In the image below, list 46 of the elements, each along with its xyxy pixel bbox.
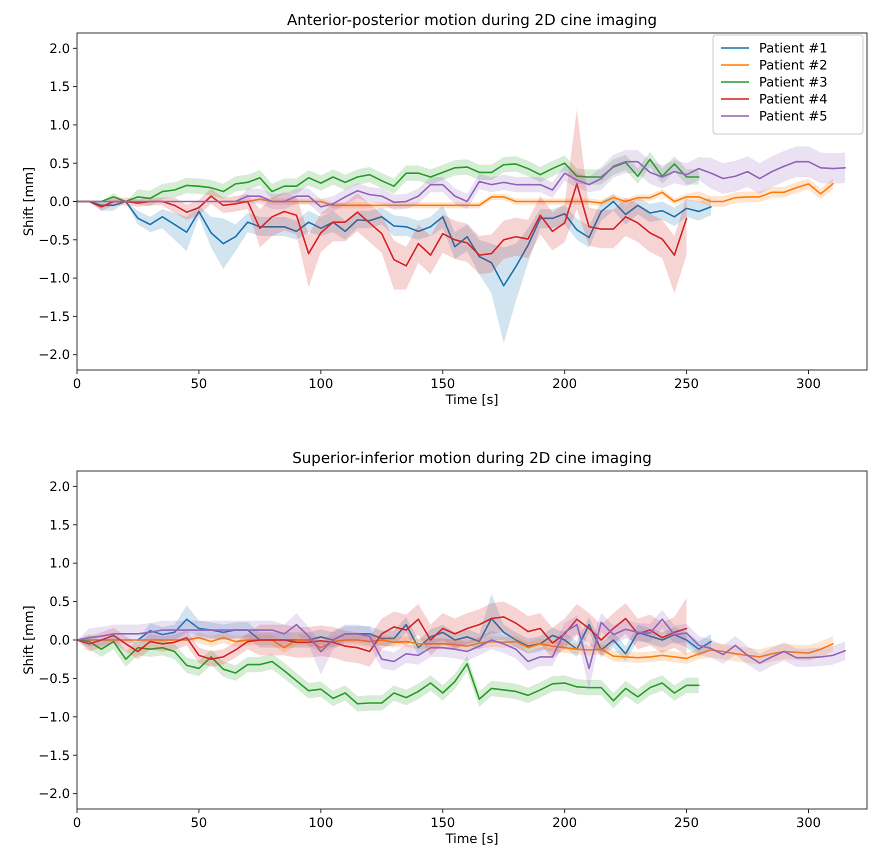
line-series xyxy=(77,616,688,660)
y-tick-label: 2.0 xyxy=(49,42,70,57)
legend-label: Patient #5 xyxy=(759,110,828,125)
y-tick-label: −0.5 xyxy=(38,672,70,687)
x-tick-label: 300 xyxy=(796,377,821,392)
chart-title: Anterior-posterior motion during 2D cine imaging xyxy=(287,11,657,29)
y-tick-label: 2.0 xyxy=(49,480,70,495)
x-axis-title: Time [s] xyxy=(444,393,498,408)
x-tick-label: 200 xyxy=(552,816,578,831)
y-tick-label: 0.5 xyxy=(49,595,70,610)
legend-label: Patient #1 xyxy=(759,42,828,57)
x-tick-label: 0 xyxy=(72,377,82,392)
y-tick-label: −1.5 xyxy=(38,748,70,764)
x-tick-label: 150 xyxy=(430,816,456,831)
y-tick-label: 0.0 xyxy=(49,195,70,210)
x-tick-label: 250 xyxy=(674,816,699,831)
y-axis-title: Shift [mm] xyxy=(22,166,37,236)
x-tick-label: 50 xyxy=(190,377,208,392)
y-tick-label: 1.5 xyxy=(49,80,70,96)
y-tick-label: 1.0 xyxy=(49,556,70,572)
y-tick-label: 0.5 xyxy=(49,156,70,172)
x-tick-label: 100 xyxy=(308,816,334,831)
y-tick-label: 1.0 xyxy=(49,118,70,134)
y-tick-label: −0.5 xyxy=(38,233,70,248)
x-tick-label: 300 xyxy=(796,816,821,831)
legend-label: Patient #2 xyxy=(759,58,828,74)
x-tick-label: 200 xyxy=(552,377,578,392)
y-tick-label: −1.0 xyxy=(38,272,70,287)
y-tick-label: 1.5 xyxy=(49,518,70,534)
x-tick-label: 250 xyxy=(674,377,699,392)
y-tick-label: −1.0 xyxy=(38,710,70,726)
x-tick-label: 50 xyxy=(190,816,208,831)
x-tick-label: 0 xyxy=(72,816,82,831)
legend-label: Patient #3 xyxy=(759,76,828,91)
x-tick-label: 150 xyxy=(430,377,456,392)
y-axis-title: Shift [mm] xyxy=(22,605,37,675)
y-tick-label: 0.0 xyxy=(49,634,70,649)
x-tick-label: 100 xyxy=(308,377,334,392)
legend-label: Patient #4 xyxy=(759,92,828,108)
y-tick-label: −2.0 xyxy=(38,348,70,364)
x-axis-title: Time [s] xyxy=(444,832,498,847)
chart-title: Superior-inferior motion during 2D cine imaging xyxy=(292,449,652,467)
line-series xyxy=(77,618,846,670)
y-tick-label: −1.5 xyxy=(38,310,70,325)
y-tick-label: −2.0 xyxy=(38,787,70,802)
line-series xyxy=(77,160,846,208)
